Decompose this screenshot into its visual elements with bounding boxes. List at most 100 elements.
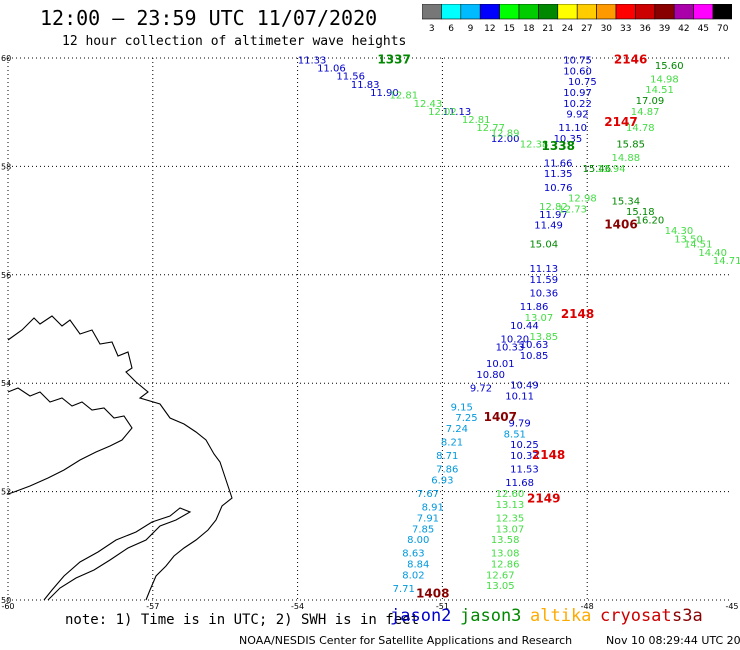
lat-tick-label: 56 bbox=[1, 271, 11, 280]
swh-value: 13.07 bbox=[525, 313, 554, 324]
swh-value: 11.13 bbox=[529, 264, 558, 275]
swh-value: 12.82 bbox=[539, 202, 568, 213]
swh-value: 14.78 bbox=[626, 123, 655, 134]
pass-time-label: 1337 bbox=[377, 52, 410, 66]
swh-value: 11.90 bbox=[370, 88, 399, 99]
swh-value: 10.25 bbox=[510, 440, 539, 451]
swh-value: 16.20 bbox=[636, 215, 665, 226]
satellite-altika: altika bbox=[530, 606, 592, 626]
swh-value: 13.50 bbox=[674, 234, 703, 245]
lat-tick-label: 52 bbox=[1, 488, 11, 497]
swh-value: 11.53 bbox=[510, 465, 539, 476]
swh-value: 14.51 bbox=[645, 85, 674, 96]
page-title: 12:00 — 23:59 UTC 11/07/2020 bbox=[40, 6, 378, 30]
swh-value: 10.20 bbox=[500, 335, 529, 346]
swh-value: 10.49 bbox=[510, 381, 539, 392]
lon-tick-label: -45 bbox=[725, 602, 738, 611]
swh-value: 14.98 bbox=[650, 74, 679, 85]
swh-value: 8.00 bbox=[407, 535, 429, 546]
swh-value: 13.05 bbox=[486, 581, 515, 592]
swh-value: 13.94 bbox=[597, 164, 626, 175]
pass-time-label: 2148 bbox=[561, 307, 594, 321]
swh-value: 12.81 bbox=[389, 91, 418, 102]
swh-value: 8.51 bbox=[504, 429, 526, 440]
swh-value: 8.02 bbox=[402, 570, 424, 581]
lat-tick-label: 50 bbox=[1, 596, 11, 605]
swh-value: 8.21 bbox=[441, 438, 463, 449]
swh-value: 13.13 bbox=[496, 500, 525, 511]
swh-value: 15.04 bbox=[529, 240, 558, 251]
lat-tick-label: 58 bbox=[1, 162, 11, 171]
satellite-jason2: jason2 bbox=[390, 606, 452, 626]
pass-time-label: 2148 bbox=[532, 448, 565, 462]
generated-timestamp: Nov 10 08:29:44 UTC 2020 bbox=[606, 634, 740, 647]
scale-label: 70 bbox=[717, 24, 729, 34]
swh-value: 10.75 bbox=[563, 55, 592, 66]
swh-value: 11.49 bbox=[534, 221, 563, 232]
lon-tick-label: -48 bbox=[581, 602, 594, 611]
swh-value: 15.34 bbox=[611, 196, 640, 207]
pass-time-label: 2149 bbox=[527, 491, 560, 505]
swh-value: 10.63 bbox=[520, 340, 549, 351]
swh-value: 11.10 bbox=[558, 123, 587, 134]
swh-value: 8.71 bbox=[436, 451, 458, 462]
coastline bbox=[7, 315, 233, 601]
grid-lines bbox=[7, 57, 732, 601]
lon-tick-label: -57 bbox=[146, 602, 159, 611]
swh-value: 9.79 bbox=[508, 419, 530, 430]
swh-value: 15.60 bbox=[655, 61, 684, 72]
swh-value: 10.44 bbox=[510, 321, 539, 332]
swh-value: 12.02 bbox=[428, 107, 457, 118]
swh-value: 12.00 bbox=[491, 134, 520, 145]
swh-value: 13.07 bbox=[496, 524, 525, 535]
swh-value: 13.58 bbox=[491, 535, 520, 546]
pass-time-label: 1338 bbox=[542, 139, 575, 153]
swh-value: 11.66 bbox=[544, 158, 573, 169]
track-3: 9.157.257.24 8.51 8.21 8.71 7.866.93 7.67 8.91… bbox=[393, 402, 526, 595]
scale-label: 30 bbox=[601, 24, 613, 34]
scale-label: 45 bbox=[698, 24, 709, 34]
page-subtitle: 12 hour collection of altimeter wave hei… bbox=[62, 34, 407, 49]
scale-label: 27 bbox=[581, 24, 592, 34]
swh-value: 7.24 bbox=[446, 424, 468, 435]
swh-value: 12.81 bbox=[462, 115, 491, 126]
scale-label: 6 bbox=[448, 24, 454, 34]
pass-time-label: 2147 bbox=[604, 115, 637, 129]
track-2: 14.9814.5114.8714.7814.8813.9412.8112.43… bbox=[389, 74, 740, 592]
swh-value: 10.33 bbox=[510, 451, 539, 462]
swh-value: 9.92 bbox=[566, 110, 588, 121]
swh-value: 14.51 bbox=[684, 240, 713, 251]
swh-value: 14.40 bbox=[698, 248, 727, 259]
scale-label: 3 bbox=[429, 24, 435, 34]
swh-value: 9.15 bbox=[451, 402, 473, 413]
swh-value: 13.85 bbox=[529, 332, 558, 343]
swh-value: 10.97 bbox=[563, 88, 592, 99]
swh-value: 8.63 bbox=[402, 549, 424, 560]
lat-tick-label: 54 bbox=[1, 379, 11, 388]
credit-line: NOAA/NESDIS Center for Satellite Applica… bbox=[239, 634, 573, 647]
scale-swatch-70 bbox=[712, 4, 732, 20]
lat-tick-label: 60 bbox=[1, 54, 11, 63]
swh-value: 12.77 bbox=[476, 123, 505, 134]
swh-value: 7.67 bbox=[417, 489, 439, 500]
swh-value: 7.71 bbox=[393, 584, 415, 595]
swh-value: 10.22 bbox=[563, 99, 592, 110]
scale-label: 33 bbox=[620, 24, 631, 34]
swh-value: 11.33 bbox=[298, 55, 327, 66]
swh-value: 15.85 bbox=[616, 139, 645, 150]
swh-value: 11.56 bbox=[336, 72, 365, 83]
lon-tick-label: -54 bbox=[291, 602, 304, 611]
swh-value: 11.13 bbox=[443, 107, 472, 118]
scale-label: 12 bbox=[484, 24, 495, 34]
swh-value: 11.35 bbox=[544, 169, 573, 180]
swh-value: 10.76 bbox=[544, 183, 573, 194]
swh-value: 8.91 bbox=[422, 503, 444, 514]
swh-value: 12.89 bbox=[491, 129, 520, 140]
swh-value: 14.30 bbox=[665, 226, 694, 237]
pass-time-label: 1407 bbox=[484, 410, 517, 424]
scale-label: 39 bbox=[659, 24, 671, 34]
lon-tick-label: -51 bbox=[436, 602, 449, 611]
satellite-cryosat: cryosat bbox=[600, 606, 672, 626]
